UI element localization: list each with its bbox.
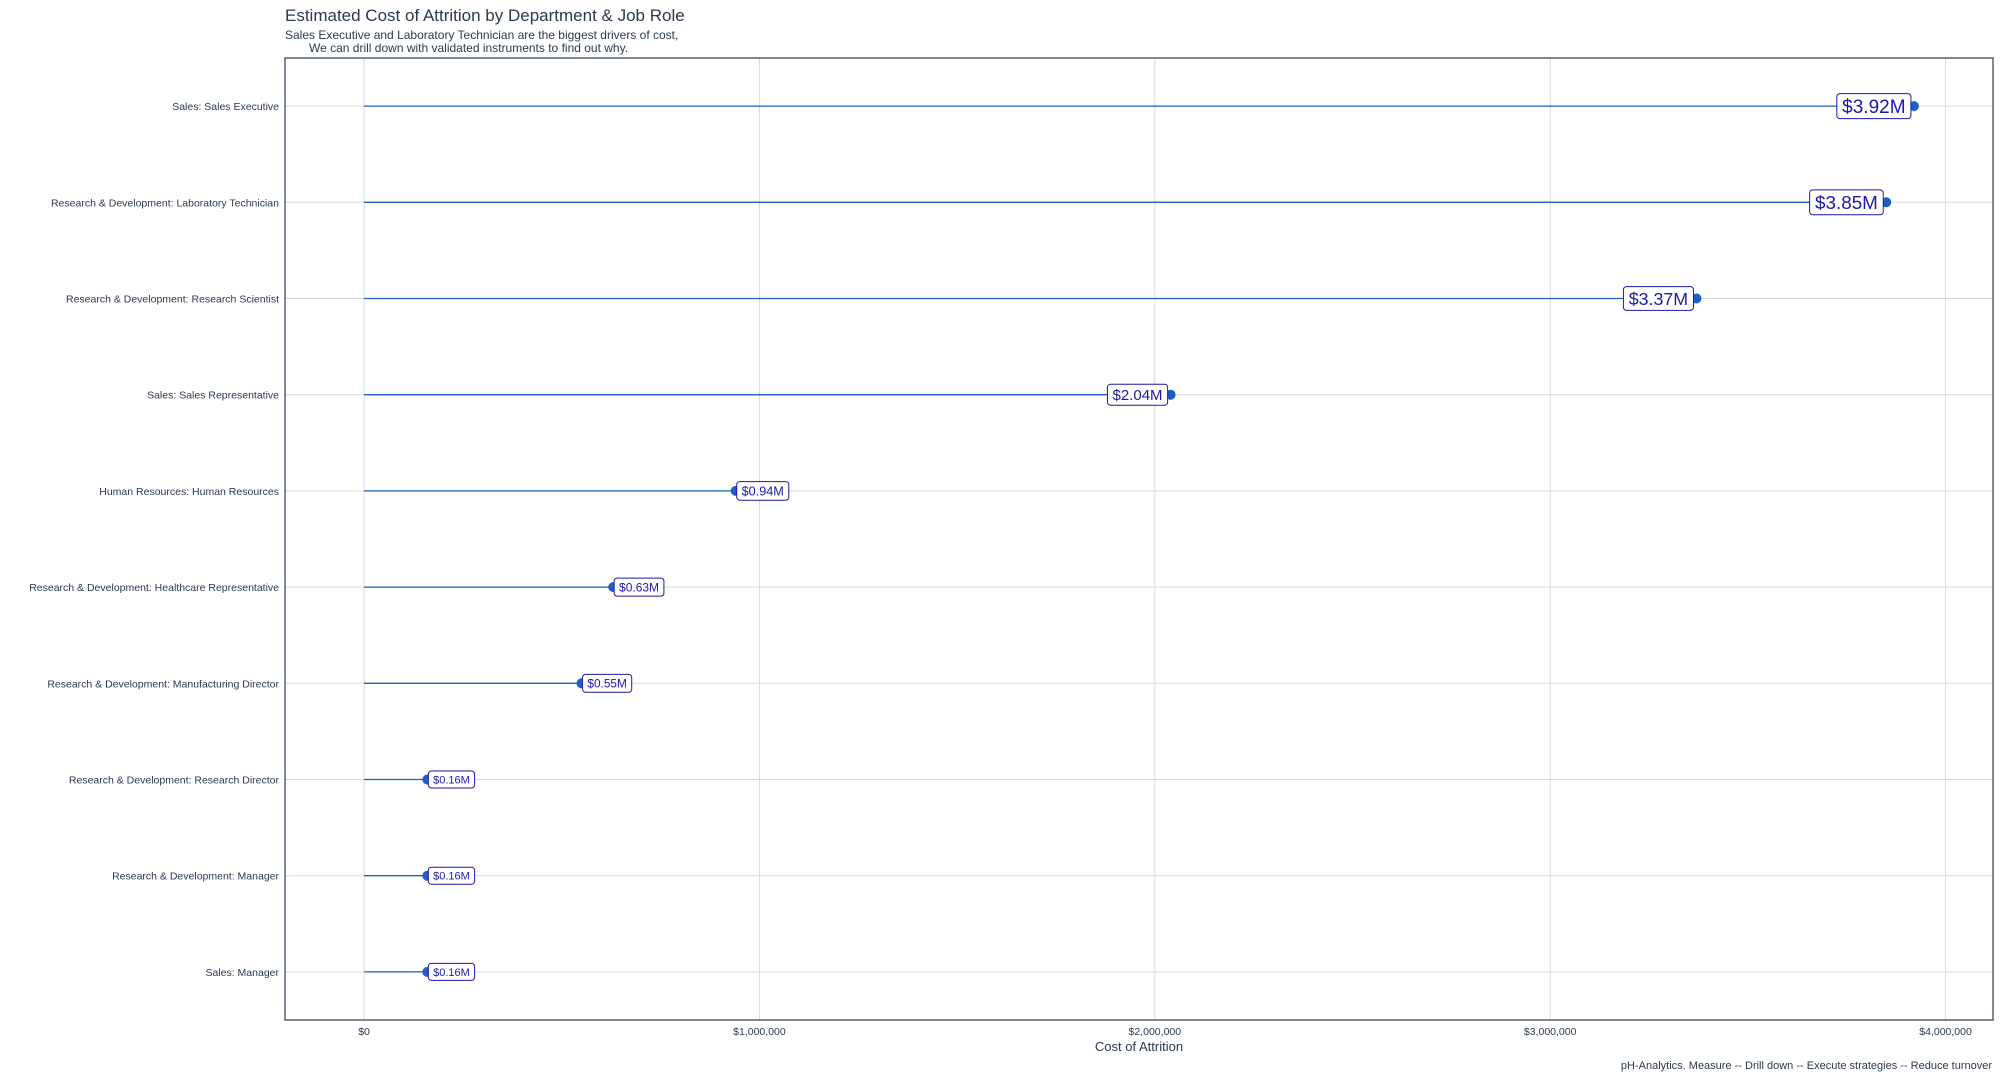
y-tick-label: Sales: Sales Representative: [147, 390, 279, 402]
value-label: $0.16M: [433, 871, 470, 883]
value-label: $0.16M: [433, 967, 470, 979]
value-label: $0.16M: [433, 774, 470, 786]
y-tick-label: Human Resources: Human Resources: [99, 486, 279, 498]
value-label: $0.55M: [587, 677, 626, 691]
value-label-box: [1622, 286, 1694, 311]
y-tick-label: Research & Development: Research Directo…: [69, 775, 280, 787]
x-axis-label: Cost of Attrition: [1094, 1039, 1184, 1054]
value-label-box: [613, 577, 665, 597]
value-label: $0.63M: [619, 580, 659, 594]
value-label: $3.37M: [1629, 289, 1688, 309]
x-tick-label: $4,000,000: [1919, 1026, 1972, 1038]
y-tick-label: Research & Development: Manager: [112, 871, 279, 883]
value-label: $2.04M: [1113, 387, 1163, 404]
x-tick-label: $2,000,000: [1129, 1026, 1182, 1038]
chart-title: Estimated Cost of Attrition by Departmen…: [285, 6, 685, 25]
y-tick-label: Research & Development: Manufacturing Di…: [47, 678, 279, 690]
y-tick-label: Sales: Sales Executive: [172, 101, 279, 113]
y-tick-label: Sales: Manager: [205, 967, 279, 979]
value-label-box: [1809, 189, 1884, 216]
subtitle-line-2: We can drill down with validated instrum…: [309, 41, 629, 55]
value-label-box: [1106, 383, 1169, 406]
y-tick-label: Research & Development: Healthcare Repre…: [29, 582, 279, 594]
value-label-box: [1836, 93, 1912, 120]
panel-border: [284, 57, 1994, 1021]
chart-caption: pH-Analytics. Measure -- Drill down -- E…: [1620, 1060, 1992, 1072]
value-label-box: [427, 770, 476, 789]
value-label: $3.92M: [1842, 97, 1905, 118]
value-label: $3.85M: [1815, 192, 1878, 213]
subtitle-line-1: Sales Executive and Laboratory Technicia…: [285, 28, 679, 42]
value-label-box: [736, 481, 790, 501]
y-tick-label: Research & Development: Research Scienti…: [66, 294, 279, 306]
x-tick-label: $3,000,000: [1524, 1026, 1577, 1038]
value-label: $0.94M: [742, 484, 784, 498]
y-tick-label: Research & Development: Laboratory Techn…: [51, 197, 279, 209]
chart-subtitle: Sales Executive and Laboratory Technicia…: [285, 29, 678, 55]
x-tick-label: $1,000,000: [733, 1026, 786, 1038]
value-label-box: [427, 866, 476, 885]
value-label-box: [582, 673, 633, 693]
x-tick-label: $0: [358, 1026, 370, 1038]
value-label-box: [427, 962, 476, 981]
